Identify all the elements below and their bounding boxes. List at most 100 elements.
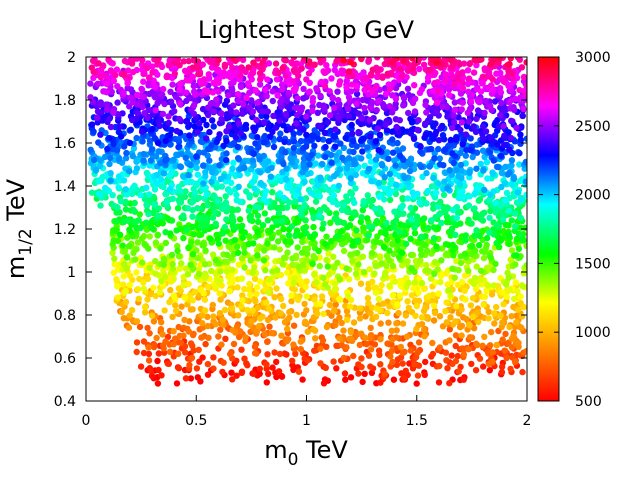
scatter-point (252, 203, 259, 211)
scatter-point (204, 360, 212, 368)
scatter-point (107, 67, 115, 74)
scatter-point (460, 376, 467, 383)
scatter-point (278, 177, 285, 185)
scatter-point (257, 76, 264, 83)
scatter-point (181, 343, 189, 350)
scatter-point (115, 294, 122, 301)
scatter-point (223, 137, 230, 145)
scatter-point (139, 259, 146, 266)
scatter-point (493, 239, 500, 247)
scatter-point (431, 309, 439, 316)
scatter-point (129, 116, 136, 124)
scatter-point (415, 339, 423, 346)
scatter-point (169, 195, 176, 202)
scatter-point (418, 86, 425, 93)
scatter-point (336, 276, 344, 283)
scatter-point (317, 360, 324, 367)
scatter-point (234, 206, 241, 213)
scatter-point (517, 131, 524, 138)
scatter-point (159, 331, 166, 338)
scatter-point (188, 238, 195, 246)
scatter-point (511, 223, 519, 230)
scatter-point (443, 250, 450, 257)
scatter-point (277, 295, 285, 303)
scatter-point (233, 109, 240, 116)
scatter-point (423, 261, 430, 269)
scatter-point (284, 204, 291, 211)
scatter-point (311, 142, 318, 150)
scatter-point (281, 350, 288, 357)
scatter-point (446, 326, 453, 333)
scatter-point (183, 226, 190, 233)
scatter-point (376, 254, 384, 261)
scatter-point (347, 251, 354, 258)
scatter-point (158, 319, 165, 326)
scatter-point (217, 326, 224, 333)
scatter-point (332, 301, 339, 308)
scatter-point (162, 229, 169, 236)
scatter-point (145, 191, 153, 198)
scatter-point (114, 283, 121, 290)
scatter-point (340, 327, 347, 334)
scatter-point (257, 278, 264, 285)
scatter-point (342, 302, 349, 310)
scatter-point (188, 178, 196, 186)
scatter-point (447, 292, 454, 299)
scatter-point (212, 209, 219, 216)
scatter-point (209, 301, 216, 309)
scatter-point (208, 178, 215, 185)
scatter-point (230, 340, 238, 348)
scatter-point (491, 310, 498, 317)
scatter-point (399, 72, 406, 79)
scatter-point (373, 161, 380, 169)
scatter-point (157, 176, 165, 183)
scatter-point (88, 64, 96, 71)
scatter-point (178, 303, 185, 310)
scatter-point (293, 227, 301, 234)
scatter-point (248, 76, 255, 83)
scatter-point (404, 85, 412, 93)
scatter-point (455, 266, 462, 274)
scatter-point (146, 233, 153, 240)
scatter-point (497, 312, 504, 320)
scatter-point (249, 108, 257, 115)
scatter-point (301, 300, 308, 308)
scatter-point (273, 358, 280, 366)
scatter-point (110, 109, 117, 116)
scatter-point (392, 95, 400, 103)
scatter-point (384, 340, 391, 347)
scatter-point (385, 155, 392, 162)
scatter-point (195, 71, 202, 78)
scatter-point (170, 275, 177, 283)
scatter-point (106, 115, 113, 122)
scatter-point (182, 375, 190, 382)
scatter-point (321, 82, 329, 90)
scatter-point (114, 99, 121, 106)
scatter-point (139, 57, 146, 64)
scatter-point (302, 318, 309, 325)
scatter-point (292, 60, 299, 67)
scatter-point (364, 144, 371, 151)
scatter-point (339, 240, 346, 248)
scatter-point (282, 238, 289, 245)
scatter-point (436, 161, 444, 168)
scatter-point (322, 281, 329, 288)
scatter-point (140, 349, 148, 357)
scatter-point (116, 155, 123, 162)
scatter-point (140, 285, 147, 292)
scatter-point (329, 94, 336, 101)
scatter-point (433, 189, 440, 196)
scatter-point (480, 167, 487, 174)
scatter-point (297, 137, 305, 145)
scatter-point (245, 207, 252, 214)
scatter-point (285, 89, 292, 97)
scatter-point (208, 142, 215, 149)
scatter-point (293, 311, 300, 319)
scatter-point (393, 123, 400, 131)
scatter-point (195, 194, 203, 201)
scatter-point (432, 120, 439, 127)
scatter-point (369, 249, 376, 257)
scatter-point (254, 212, 262, 219)
scatter-point (493, 341, 501, 349)
scatter-point (151, 201, 158, 208)
